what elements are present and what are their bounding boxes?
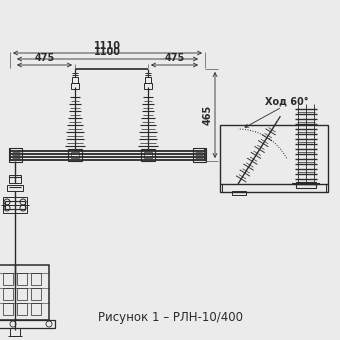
Bar [9,148,22,162]
Bar [17,303,27,315]
Bar [31,303,41,315]
Bar [7,185,23,191]
Text: 475: 475 [34,53,55,63]
Bar [71,152,79,158]
Bar [3,303,13,315]
Bar [141,149,155,161]
Bar [144,83,152,89]
Text: Ход 60°: Ход 60° [265,97,309,107]
Bar [31,273,41,285]
Bar [232,191,246,195]
Bar [5,201,25,209]
Bar [145,77,151,83]
Text: 1110: 1110 [94,41,121,51]
Bar [3,197,27,213]
Text: 475: 475 [164,53,185,63]
Text: 1100: 1100 [94,47,121,57]
Bar [222,184,326,192]
Bar [144,152,152,158]
Text: 465: 465 [203,105,213,125]
Bar [3,273,13,285]
Bar [220,125,328,192]
Text: Рисунок 1 – РЛН-10/400: Рисунок 1 – РЛН-10/400 [98,311,242,324]
Bar [193,148,206,162]
Bar [9,175,21,183]
Bar [72,77,78,83]
Bar [0,265,49,320]
Bar [3,288,13,300]
Bar [31,288,41,300]
Bar [17,273,27,285]
Bar [68,149,82,161]
Bar [71,83,79,89]
Bar [296,182,316,188]
Bar [0,320,55,328]
Bar [10,328,20,336]
Bar [17,288,27,300]
